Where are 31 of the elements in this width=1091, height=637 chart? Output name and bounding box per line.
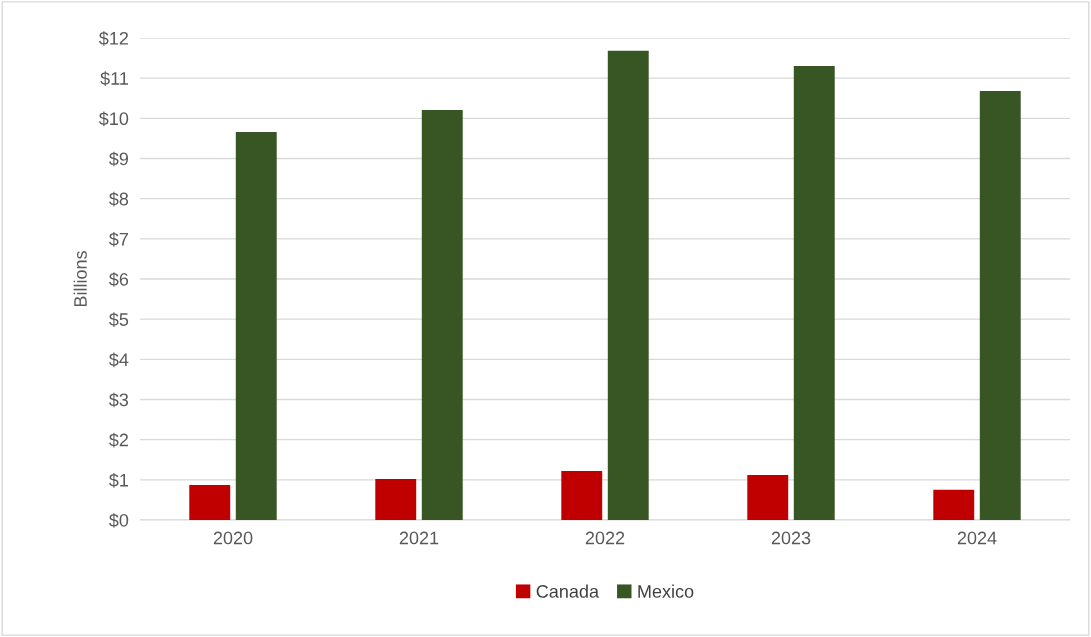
- x-tick-label: 2021: [399, 531, 439, 545]
- y-tick-label: $7: [109, 232, 128, 247]
- y-tick-label: $6: [109, 272, 129, 287]
- y-tick-label: $11: [100, 71, 129, 86]
- y-tick-label: $10: [98, 111, 129, 127]
- y-tick-label: $8: [109, 191, 129, 207]
- bar: [933, 489, 975, 520]
- bar: [607, 50, 649, 520]
- bar: [189, 485, 231, 520]
- x-tick-label: 2020: [213, 531, 253, 545]
- x-tick-label: 2022: [585, 531, 625, 545]
- y-tick-label: $4: [109, 352, 129, 368]
- bar: [235, 131, 277, 520]
- legend-label: Canada: [536, 584, 599, 598]
- y-tick-label: $5: [109, 312, 129, 327]
- y-tick-label: $3: [109, 392, 129, 408]
- y-tick-label: $1: [109, 473, 129, 488]
- legend-label: Mexico: [638, 584, 694, 598]
- bar: [375, 479, 417, 520]
- bar: [979, 91, 1021, 520]
- y-tick-label: $12: [98, 31, 128, 46]
- bar: [561, 471, 603, 520]
- x-tick-label: 2024: [957, 531, 997, 545]
- y-tick-label: $0: [109, 513, 129, 528]
- x-tick-label: 2023: [771, 531, 811, 545]
- bar: [421, 109, 463, 520]
- y-tick-label: $2: [109, 432, 128, 448]
- bar: [793, 66, 835, 520]
- y-axis-title: Billions: [73, 251, 87, 307]
- bar: [747, 475, 789, 520]
- y-tick-label: $9: [109, 151, 129, 167]
